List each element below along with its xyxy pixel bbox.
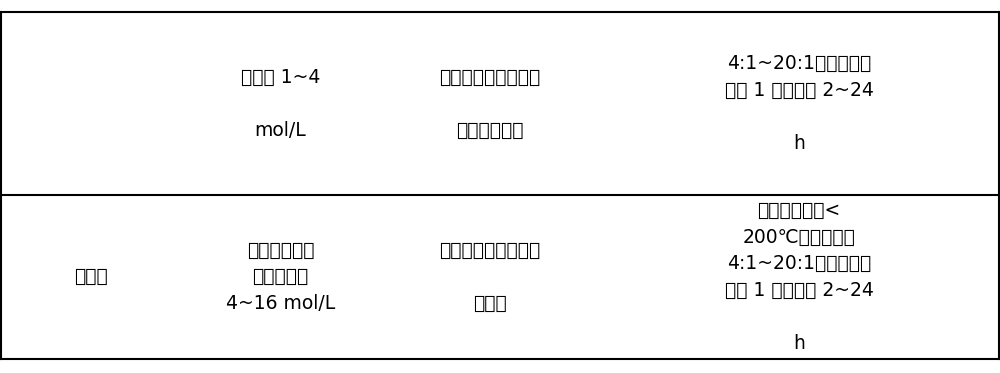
Text: 无机酸及其组
合，酸浓度
4~16 mol/L: 无机酸及其组 合，酸浓度 4~16 mol/L (226, 241, 335, 313)
Text: 4:1~20:1，搅拌淋洗
至少 1 遍，每遍 2~24

h: 4:1~20:1，搅拌淋洗 至少 1 遍，每遍 2~24 h (725, 54, 874, 153)
Text: 酸浓度 1~4

mol/L: 酸浓度 1~4 mol/L (241, 68, 320, 140)
Text: 残渣态: 残渣态 (74, 267, 108, 286)
Text: 配制的酸性双氧水、

酸性高锰酸钾: 配制的酸性双氧水、 酸性高锰酸钾 (439, 68, 541, 140)
Text: 硝酸、盐酸、硫酸、

氢氟酸: 硝酸、盐酸、硫酸、 氢氟酸 (439, 241, 541, 313)
Text: 常温或加热（<
200℃），液固比
4:1~20:1，搅拌淋洗
至少 1 遍，每遍 2~24

h: 常温或加热（< 200℃），液固比 4:1~20:1，搅拌淋洗 至少 1 遍，每… (725, 201, 874, 352)
